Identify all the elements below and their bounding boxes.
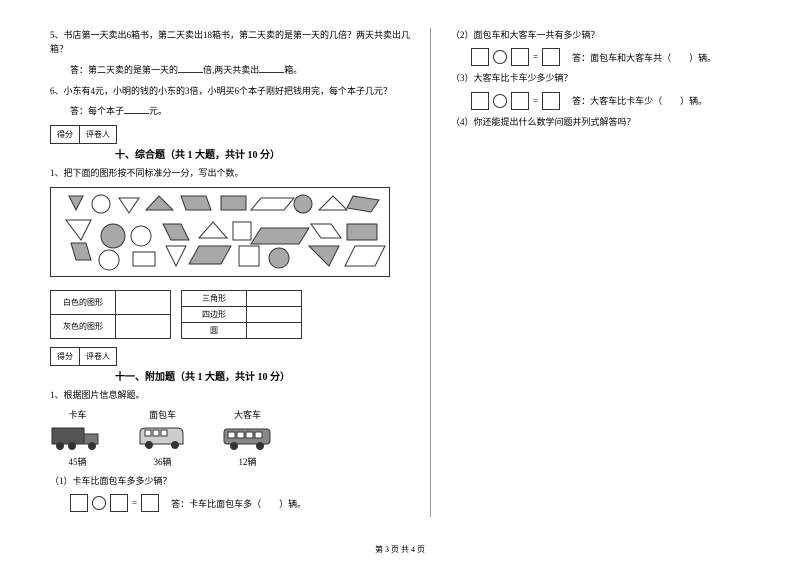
circle-count-cell[interactable] xyxy=(247,322,302,338)
section-10-title: 十、综合题（共 1 大题，共计 10 分） xyxy=(115,146,420,161)
eq2-box2[interactable] xyxy=(511,48,529,66)
bus-count: 12辆 xyxy=(220,455,275,468)
right-column: （2）面包车和大客车一共有多少辆？ = 答：面包车和大客车共（ ）辆。 （3）大… xyxy=(430,28,740,517)
sub-q4: （4）你还能提出什么数学问题并列式解答吗？ xyxy=(451,115,740,129)
truck-label: 卡车 xyxy=(50,408,105,421)
eq1-box2[interactable] xyxy=(110,494,128,512)
color-table: 白色的图形 灰色的图形 xyxy=(50,290,171,339)
q6-answer: 答：每个本子元。 xyxy=(70,104,420,117)
circle-label: 圆 xyxy=(182,322,247,338)
bus-label: 大客车 xyxy=(220,408,275,421)
section-11-title: 十一、附加题（共 1 大题，共计 10 分） xyxy=(115,368,420,383)
equation-3: = 答：大客车比卡车少（ ）辆。 xyxy=(471,92,740,110)
eq2-box3[interactable] xyxy=(542,48,560,66)
score-label[interactable]: 得分 xyxy=(50,125,79,144)
vehicle-row: 卡车 45辆 面包车 36辆 大客车 xyxy=(50,408,420,468)
equation-2: = 答：面包车和大客车共（ ）辆。 xyxy=(471,48,740,66)
eq1-box1[interactable] xyxy=(70,494,88,512)
truck-count: 45辆 xyxy=(50,455,105,468)
white-shapes-label: 白色的图形 xyxy=(51,290,116,314)
truck-icon xyxy=(50,424,105,452)
vehicle-van: 面包车 36辆 xyxy=(135,408,190,468)
eq1-op[interactable] xyxy=(92,496,106,510)
eq2-box1[interactable] xyxy=(471,48,489,66)
triangle-count-cell[interactable] xyxy=(247,290,302,306)
vehicle-truck: 卡车 45辆 xyxy=(50,408,105,468)
eq1-box3[interactable] xyxy=(141,494,159,512)
question-6: 6、小东有4元，小明的钱的小东的3倍，小明买6个本子刚好把钱用完，每个本子几元？ xyxy=(50,84,420,98)
sub-q2: （2）面包车和大客车一共有多少辆？ xyxy=(451,28,740,42)
vehicle-bus: 大客车 12辆 xyxy=(220,408,275,468)
sub-q3: （3）大客车比卡车少多少辆？ xyxy=(451,71,740,85)
score-box-11: 得分 评卷人 xyxy=(50,347,420,366)
grader-label-11[interactable]: 评卷人 xyxy=(79,347,117,366)
shape-table: 三角形 四边形 圆 xyxy=(181,290,302,339)
section-11-q1: 1、根据图片信息解题。 xyxy=(50,388,420,402)
van-label: 面包车 xyxy=(135,408,190,421)
bus-icon xyxy=(220,424,275,452)
gray-shapes-label: 灰色的图形 xyxy=(51,314,116,338)
eq1-answer: 答：卡车比面包车多（ ）辆。 xyxy=(171,497,306,510)
sub-q1: （1）卡车比面包车多多少辆？ xyxy=(50,474,420,488)
left-column: 5、书店第一天卖出6箱书，第二天卖出18箱书，第二天卖的是第一天的几倍？两天共卖… xyxy=(50,28,430,517)
question-5: 5、书店第一天卖出6箱书，第二天卖出18箱书，第二天卖的是第一天的几倍？两天共卖… xyxy=(50,28,420,57)
section-10-q1: 1、把下面的图形按不同标准分一分，写出个数。 xyxy=(50,166,420,180)
eq3-op[interactable] xyxy=(493,94,507,108)
eq3-box2[interactable] xyxy=(511,92,529,110)
grader-label[interactable]: 评卷人 xyxy=(79,125,117,144)
score-box-10: 得分 评卷人 xyxy=(50,125,420,144)
shapes-diagram xyxy=(50,187,390,277)
equation-1: = 答：卡车比面包车多（ ）辆。 xyxy=(70,494,420,512)
page-footer: 第 3 页 共 4 页 xyxy=(0,544,800,555)
equals-sign-3: = xyxy=(533,96,538,106)
triangle-label: 三角形 xyxy=(182,290,247,306)
eq2-answer: 答：面包车和大客车共（ ）辆。 xyxy=(572,51,716,64)
quad-count-cell[interactable] xyxy=(247,306,302,322)
van-icon xyxy=(135,424,190,452)
eq3-answer: 答：大客车比卡车少（ ）辆。 xyxy=(572,94,707,107)
van-count: 36辆 xyxy=(135,455,190,468)
gray-count-cell[interactable] xyxy=(116,314,171,338)
equals-sign: = xyxy=(132,498,137,508)
white-count-cell[interactable] xyxy=(116,290,171,314)
eq3-box3[interactable] xyxy=(542,92,560,110)
equals-sign-2: = xyxy=(533,52,538,62)
q5-answer: 答：第二天卖的是第一天的倍,两天共卖出箱。 xyxy=(70,63,420,76)
quad-label: 四边形 xyxy=(182,306,247,322)
eq3-box1[interactable] xyxy=(471,92,489,110)
eq2-op[interactable] xyxy=(493,50,507,64)
score-label-11[interactable]: 得分 xyxy=(50,347,79,366)
